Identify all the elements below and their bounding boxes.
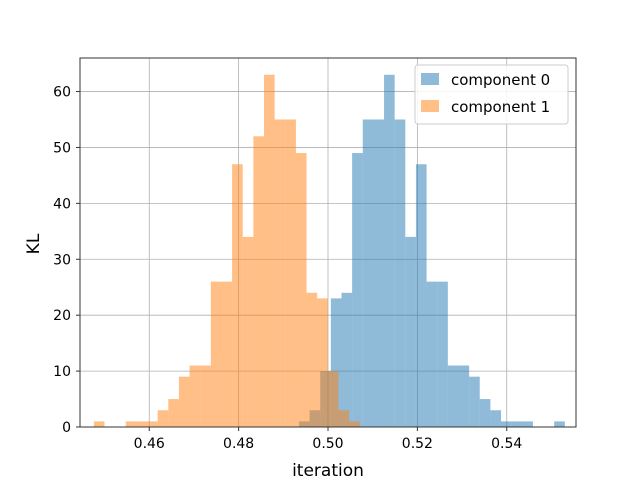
- bar-series-0-bin-14: [447, 365, 459, 427]
- x-tick-label-4: 0.54: [491, 436, 522, 452]
- bar-series-1-bin-16: [264, 74, 275, 427]
- bar-series-1-bin-5: [147, 421, 158, 427]
- bar-series-0-bin-9: [394, 119, 406, 427]
- bar-series-1-bin-21: [317, 298, 328, 427]
- x-tick-label-0: 0.46: [134, 436, 165, 452]
- bar-series-0-bin-3: [330, 298, 342, 427]
- y-tick-label-5: 50: [53, 140, 71, 156]
- bar-series-0-bin-21: [522, 421, 533, 427]
- y-axis-title: KL: [24, 233, 44, 254]
- histogram-bars: [93, 74, 565, 428]
- bar-series-0-bin-15: [458, 365, 470, 427]
- bar-series-0-bin-11: [415, 164, 427, 427]
- bar-series-1-bin-11: [210, 281, 222, 427]
- bar-series-1-bin-24: [349, 421, 360, 427]
- bar-series-1-bin-0: [93, 421, 105, 427]
- bar-series-0-bin-7: [373, 119, 385, 427]
- bar-series-1-bin-13: [232, 164, 243, 427]
- legend-box: [414, 64, 569, 125]
- bar-series-0-bin-19: [501, 421, 512, 427]
- bar-series-1-bin-10: [200, 365, 211, 427]
- x-tick-label-3: 0.52: [402, 436, 433, 452]
- bar-series-0-bin-17: [479, 399, 491, 427]
- bar-series-1-bin-7: [168, 399, 179, 427]
- y-tick-label-6: 60: [53, 85, 71, 101]
- legend-swatch-0: [421, 73, 439, 85]
- x-tick-label-1: 0.48: [223, 436, 254, 452]
- bar-series-1-bin-12: [221, 281, 233, 427]
- axis-ticks: 0.46 0.48 0.50 0.52 0.54 0 10 20 30 40 50 60: [53, 85, 522, 452]
- bar-series-0-bin-18: [490, 410, 502, 427]
- bar-series-0-bin-13: [437, 281, 448, 427]
- y-tick-label-4: 40: [53, 196, 71, 212]
- bar-series-1-bin-9: [189, 365, 201, 427]
- bar-series-0-bin-10: [405, 236, 416, 427]
- bar-series-1-bin-18: [285, 119, 296, 427]
- y-tick-label-1: 10: [53, 364, 71, 380]
- legend-label-1: component 1: [451, 98, 550, 116]
- y-tick-label-2: 20: [53, 308, 71, 324]
- y-tick-label-3: 30: [53, 252, 71, 268]
- bar-series-1-bin-15: [253, 136, 265, 428]
- bar-series-1-bin-8: [178, 376, 190, 427]
- bar-series-1-bin-19: [295, 153, 307, 427]
- bar-series-1-bin-14: [242, 236, 254, 427]
- series-0: [298, 74, 565, 427]
- bar-series-0-bin-24: [554, 421, 565, 427]
- legend: component 0 component 1: [414, 64, 569, 125]
- bar-series-1-bin-23: [338, 410, 350, 427]
- bar-series-0-bin-5: [352, 153, 363, 427]
- bar-series-0-bin-16: [469, 376, 480, 427]
- legend-label-0: component 0: [451, 71, 550, 89]
- bar-series-0-bin-8: [384, 74, 395, 427]
- bar-series-0-bin-12: [426, 281, 438, 427]
- bar-series-1-bin-3: [125, 421, 137, 427]
- bar-series-1-bin-17: [274, 119, 286, 427]
- bar-series-1-bin-6: [157, 410, 169, 427]
- bar-series-0-bin-4: [341, 292, 353, 427]
- bar-series-1-bin-22: [327, 371, 339, 427]
- series-1: [93, 74, 360, 428]
- bar-series-0-bin-6: [362, 119, 374, 427]
- bar-series-0-bin-20: [511, 421, 523, 427]
- y-tick-label-0: 0: [62, 420, 71, 436]
- x-tick-label-2: 0.50: [312, 436, 343, 452]
- bar-series-1-bin-20: [306, 292, 318, 427]
- legend-swatch-1: [421, 100, 439, 112]
- x-axis-title: iteration: [292, 461, 364, 480]
- bar-series-1-bin-4: [136, 421, 148, 427]
